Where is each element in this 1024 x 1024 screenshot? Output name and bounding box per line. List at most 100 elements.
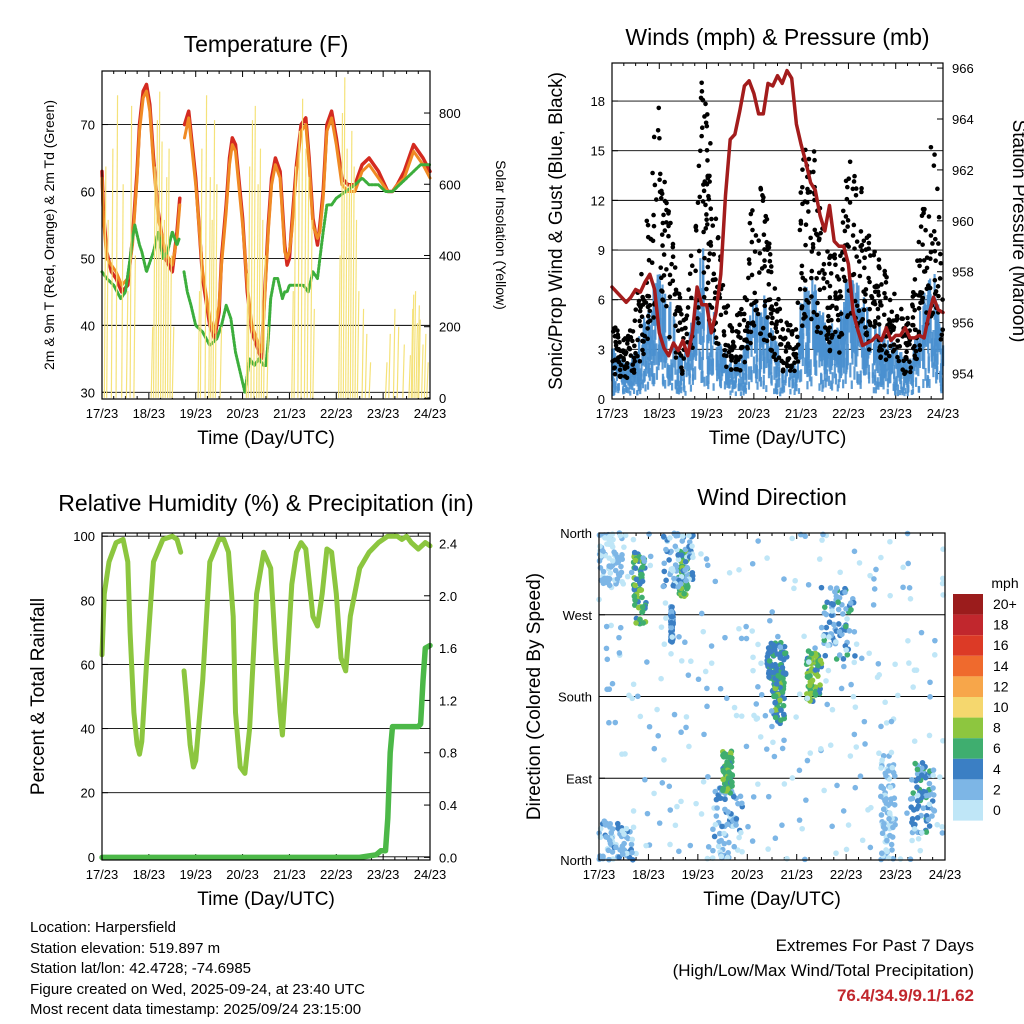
wind-mark <box>655 343 658 365</box>
direction-point <box>725 809 731 815</box>
direction-point <box>617 624 624 631</box>
y2-tick-label: 200 <box>439 320 461 335</box>
gust-point <box>678 307 683 312</box>
wind-mark <box>812 318 815 349</box>
gust-point <box>725 303 731 309</box>
gust-point <box>921 269 927 274</box>
gust-point <box>837 294 843 299</box>
direction-point <box>852 784 859 791</box>
gust-point <box>741 317 747 323</box>
gust-point <box>930 241 935 246</box>
wind-mark <box>823 367 826 381</box>
gust-point <box>867 279 872 285</box>
direction-point <box>738 713 745 719</box>
y2-tick-label: 0.0 <box>439 850 457 865</box>
direction-point <box>910 790 917 796</box>
direction-point <box>753 701 760 707</box>
wind-mark <box>917 385 920 393</box>
direction-point <box>926 780 933 787</box>
gust-point <box>881 312 887 318</box>
direction-point <box>628 841 635 848</box>
gust-point <box>882 290 887 296</box>
wind-mark <box>927 289 930 330</box>
direction-point <box>793 714 799 720</box>
colorbar-label: 14 <box>993 658 1009 674</box>
gust-point <box>769 320 775 326</box>
gust-point <box>650 238 656 244</box>
gust-point <box>704 222 710 227</box>
wind-mark <box>928 378 931 388</box>
wind-mark <box>940 348 943 369</box>
wind-mark <box>759 354 762 373</box>
wind-mark <box>890 345 894 366</box>
gust-point <box>909 302 915 308</box>
wind-mark <box>653 329 656 356</box>
gust-point <box>818 330 824 336</box>
gust-point <box>688 253 694 259</box>
gust-point <box>780 327 786 332</box>
gust-point <box>757 250 763 256</box>
wind-mark <box>686 352 689 371</box>
wind-mark <box>765 348 768 368</box>
wind-mark <box>733 364 736 379</box>
wind-mark <box>867 364 870 379</box>
solar-spike <box>253 105 256 398</box>
wind-mark <box>827 375 830 386</box>
gust-point <box>654 197 659 202</box>
gust-point <box>802 311 807 317</box>
wind-mark <box>911 379 915 389</box>
humidity-frame <box>101 532 431 861</box>
wind-mark <box>845 328 848 355</box>
gust-point <box>837 289 843 294</box>
wind-mark <box>927 356 930 374</box>
wind-mark <box>878 360 881 377</box>
gust-point <box>637 358 643 364</box>
gust-point <box>789 364 794 370</box>
direction-point <box>835 606 842 613</box>
gust-point <box>710 277 716 283</box>
wind-mark <box>803 286 806 328</box>
gust-point <box>894 317 899 322</box>
gust-point <box>664 200 669 206</box>
wind-mark <box>679 374 683 385</box>
direction-point <box>940 737 946 744</box>
gust-point <box>853 186 859 191</box>
gust-point <box>912 327 918 333</box>
solar-spike <box>214 184 218 398</box>
gust-point <box>900 316 906 322</box>
direction-point <box>719 823 725 830</box>
winds-frame <box>611 62 944 400</box>
gust-point <box>703 101 708 107</box>
wind-mark <box>667 376 670 387</box>
colorbar-swatch <box>953 758 983 780</box>
gust-point <box>888 343 893 349</box>
gust-point <box>750 227 755 233</box>
direction-point <box>708 660 715 666</box>
extremes-panel: Extremes For Past 7 Days (High/Low/Max W… <box>673 933 974 1008</box>
gust-point <box>785 327 791 333</box>
solar-spike <box>417 305 420 398</box>
colorbar-swatch <box>953 655 983 677</box>
gust-point <box>910 315 916 320</box>
direction-plot-area <box>596 530 946 863</box>
direction-point <box>768 648 774 655</box>
gust-point <box>804 297 809 303</box>
direction-point <box>789 775 796 781</box>
gust-point <box>778 334 783 340</box>
gust-point <box>670 241 676 247</box>
direction-point <box>838 685 845 692</box>
gust-point <box>763 213 769 219</box>
direction-point <box>689 569 696 576</box>
y-tick-label: 18 <box>591 94 605 109</box>
direction-point <box>663 546 669 553</box>
wind-mark <box>758 314 762 347</box>
y-tick-label: 60 <box>81 184 95 199</box>
direction-point <box>843 846 850 853</box>
direction-point <box>822 652 829 659</box>
gust-point <box>612 371 618 377</box>
direction-point <box>717 685 724 692</box>
gust-point <box>826 318 831 324</box>
wind-mark <box>770 357 773 375</box>
direction-point <box>632 582 638 589</box>
wind-mark <box>633 370 636 383</box>
